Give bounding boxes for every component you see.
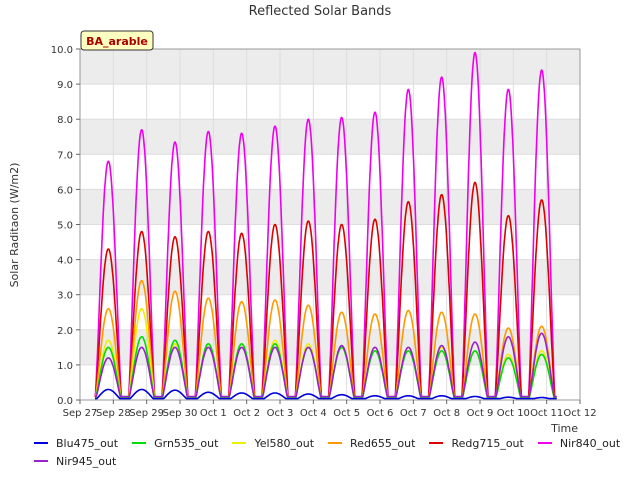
legend-label: Blu475_out [56,436,119,450]
plot-band [80,189,580,225]
legend-label: Grn535_out [154,436,219,450]
y-tick-label: 8.0 [57,115,73,126]
legend-item-nir840_out: Nir840_out [537,436,621,450]
legend-label: Yel580_out [254,436,315,450]
legend-item-red655_out: Red655_out [328,437,415,450]
y-tick-label: 6.0 [57,185,73,196]
x-tick-label: Sep 29 [129,408,164,419]
legend-swatch [232,442,247,444]
y-tick-label: 1.0 [57,361,73,372]
legend-swatch [34,442,48,444]
x-tick-label: Oct 12 [563,408,596,419]
y-tick-label: 9.0 [57,80,73,91]
legend-swatch [132,442,147,444]
x-tick-label: Sep 28 [96,408,131,419]
y-tick-label: 5.0 [57,221,73,232]
x-tick-label: Oct 2 [233,408,260,419]
y-tick-label: 0.0 [57,396,73,407]
badge-box [80,30,154,51]
series-layer [94,51,558,400]
y-tick-label: 4.0 [57,256,73,267]
y-axis-label: Solar Raditaon (W/m2) [8,163,21,288]
legend-row: Nir945_out [34,452,634,470]
x-tick-label: Oct 4 [300,408,327,419]
legend: Blu475_out Grn535_out Yel580_out Red655_out… [34,434,634,470]
legend-row: Blu475_out Grn535_out Yel580_out Red655_out… [34,434,634,452]
legend-item-grn535_out: Grn535_out [132,437,218,450]
plot-band [80,224,580,260]
legend-item-yel580_out: Yel580_out [232,437,314,450]
x-axis-label: Time [550,422,578,435]
legend-item-blu475_out: Blu475_out [34,437,118,450]
plot-band [80,259,580,295]
x-tick-label: Sep 30 [163,408,198,419]
x-tick-label: Oct 5 [333,408,360,419]
plot-band [80,294,580,330]
legend-label: Red655_out [350,436,416,450]
plot-band [80,154,580,190]
legend-swatch [34,460,48,462]
plot-band [80,119,580,155]
x-tick-label: Sep 27 [63,408,98,419]
x-tick-label: Oct 9 [467,408,494,419]
x-tick-label: Oct 7 [400,408,427,419]
chart-title: Reflected Solar Bands [249,4,392,19]
legend-item-redg715_out: Redg715_out [429,436,524,450]
x-tick-label: Oct 10 [497,408,530,419]
legend-swatch [429,442,444,444]
badge-label: BA_arable [86,35,148,48]
plot-band [80,49,580,85]
y-tick-label: 7.0 [57,150,73,161]
x-tick-label: Oct 3 [267,408,294,419]
series-line-blu475_out [94,388,558,400]
legend-swatch [328,442,343,444]
legend-label: Redg715_out [451,436,524,450]
x-tick-label: Oct 11 [530,408,563,419]
y-tick-label: 2.0 [57,326,73,337]
legend-swatch [537,442,552,444]
y-tick-label: 10.0 [51,45,73,56]
x-tick-label: Oct 1 [200,408,227,419]
legend-label: Nir840_out [559,436,621,450]
x-tick-label: Oct 6 [367,408,394,419]
axes: 0.0 1.0 2.0 3.0 4.0 5.0 6.0 7.0 8.0 9.0 10.0 Sep 27… [51,45,597,419]
legend-label: Nir945_out [56,454,117,468]
badge: BA_arable [80,30,154,51]
plot-band [80,84,580,120]
y-tick-label: 3.0 [57,291,73,302]
x-tick-label: Oct 8 [433,408,460,419]
legend-item-nir945_out: Nir945_out [34,455,116,468]
series-line-nir945_out [94,332,558,398]
